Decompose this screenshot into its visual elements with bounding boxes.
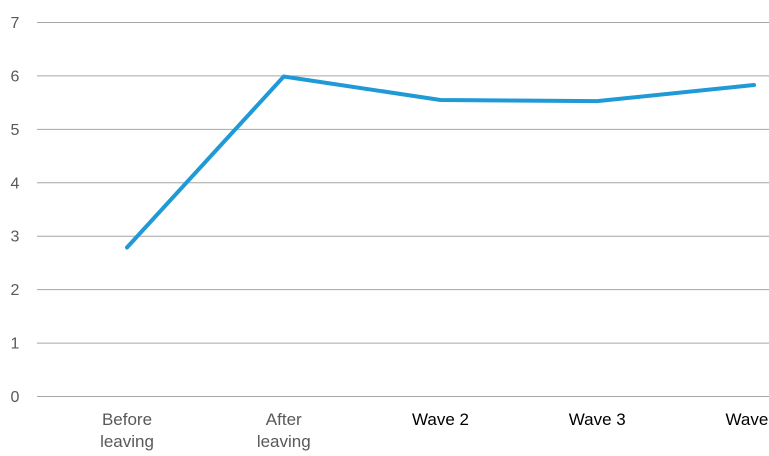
y-tick-label-1: 1 xyxy=(11,336,20,353)
y-tick-label-7: 7 xyxy=(11,15,20,32)
series-line-1 xyxy=(125,74,756,250)
gridlines xyxy=(37,22,769,397)
y-tick-label-2: 2 xyxy=(11,282,20,299)
x-tick-label-after-leaving: After leaving xyxy=(257,410,311,451)
y-tick-label-5: 5 xyxy=(11,122,20,139)
series-group xyxy=(125,74,756,250)
y-tick-label-6: 6 xyxy=(11,68,20,85)
x-tick-label-wave-4: Wave 4 xyxy=(725,410,769,429)
x-axis-tick-labels: Before leaving After leaving Wave 2 Wave 3 Wav… xyxy=(100,410,769,451)
x-tick-label-wave-2: Wave 2 xyxy=(412,410,469,429)
y-tick-label-0: 0 xyxy=(11,389,20,406)
y-axis-tick-labels: 0 1 2 3 4 5 6 7 xyxy=(11,15,20,406)
y-tick-label-3: 3 xyxy=(11,229,20,246)
x-tick-label-wave-3: Wave 3 xyxy=(569,410,626,429)
x-tick-label-before-leaving: Before leaving xyxy=(100,410,154,451)
y-tick-label-4: 4 xyxy=(11,175,20,192)
